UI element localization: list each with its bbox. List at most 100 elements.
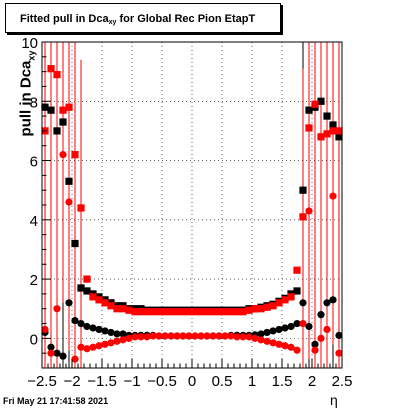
data-point-square (251, 305, 259, 313)
data-point-circle (335, 331, 343, 339)
data-point-square (311, 100, 319, 108)
data-point-circle (65, 299, 73, 307)
data-point-circle (71, 316, 79, 325)
data-point-square (53, 127, 61, 135)
data-point-circle (317, 334, 325, 342)
data-point-square (269, 302, 277, 310)
data-point-circle (101, 340, 109, 348)
data-point-circle (335, 349, 343, 357)
data-point-circle (311, 346, 319, 354)
data-point-square (221, 308, 229, 316)
data-point-circle (221, 332, 229, 340)
data-point-circle (227, 332, 235, 340)
data-point-square (281, 296, 289, 304)
data-point-square (137, 308, 145, 316)
data-point-square (113, 305, 121, 313)
data-point-circle (299, 319, 307, 328)
data-point-circle (137, 333, 145, 341)
data-point-circle (53, 349, 61, 357)
data-point-square (275, 299, 283, 307)
data-point-square (335, 133, 343, 141)
data-point-square (59, 106, 67, 114)
data-point-circle (119, 336, 127, 344)
data-point-circle (95, 325, 103, 334)
data-point-square (173, 308, 181, 316)
data-point-square (203, 308, 211, 316)
data-point-circle (269, 339, 277, 347)
x-tick-label: 2 (308, 373, 316, 390)
x-tick-label: 0.5 (212, 373, 233, 390)
title-rest: for Global Rec Pion EtapT (116, 13, 256, 25)
data-point-circle (89, 324, 97, 332)
data-point-circle (83, 322, 91, 331)
data-point-square (53, 71, 61, 79)
x-tick-label: −2.5 (27, 373, 57, 390)
data-point-circle (293, 319, 301, 328)
y-tick-label: 6 (30, 154, 38, 171)
data-point-square (83, 275, 91, 283)
data-point-square (317, 97, 325, 105)
data-point-square (161, 308, 169, 316)
plot-title: Fitted pull in Dcaxy for Global Rec Pion… (20, 13, 255, 26)
data-point-square (185, 308, 193, 316)
title-main: Fitted pull in Dca (20, 13, 109, 25)
data-point-circle (53, 305, 61, 313)
data-point-square (47, 65, 55, 73)
data-point-square (41, 103, 49, 111)
data-point-square (155, 308, 163, 316)
data-point-circle (179, 332, 187, 340)
data-point-circle (281, 342, 289, 350)
x-tick-label: 1 (248, 373, 256, 390)
data-point-square (107, 302, 115, 310)
data-point-square (323, 112, 331, 120)
data-point-circle (89, 343, 97, 351)
data-point-circle (323, 325, 331, 334)
data-point-square (179, 308, 187, 316)
data-point-circle (131, 333, 139, 341)
data-point-square (191, 308, 199, 316)
grid-lines (42, 42, 342, 368)
data-point-circle (257, 336, 265, 344)
title-box: Fitted pull in Dcaxy for Global Rec Pion… (5, 3, 281, 33)
data-point-square (305, 106, 313, 114)
data-point-circle (293, 346, 301, 354)
data-point-circle (275, 325, 283, 334)
data-point-square (77, 204, 85, 212)
timestamp-footer: Fri May 21 17:41:58 2021 (3, 396, 109, 406)
data-point-square (299, 186, 307, 194)
data-point-circle (143, 333, 151, 341)
y-axis-label: pull in Dcaxy (18, 29, 37, 159)
data-point-circle (191, 332, 199, 340)
data-point-square (293, 287, 301, 295)
data-point-square (149, 308, 157, 316)
data-point-circle (287, 322, 295, 331)
data-point-circle (41, 325, 49, 334)
data-point-circle (275, 340, 283, 348)
data-point-circle (311, 340, 319, 348)
data-point-square (329, 127, 337, 135)
data-point-circle (251, 334, 259, 342)
data-markers (41, 65, 343, 363)
data-point-circle (125, 334, 133, 342)
data-point-square (209, 308, 217, 316)
data-point-square (83, 287, 91, 295)
data-point-square (299, 213, 307, 221)
data-point-circle (263, 337, 271, 345)
x-tick-label: −1 (123, 373, 140, 390)
x-tick-label: 1.5 (272, 373, 293, 390)
data-point-square (119, 305, 127, 313)
data-point-circle (95, 342, 103, 350)
data-point-circle (257, 330, 265, 338)
data-point-square (167, 308, 175, 316)
data-point-circle (287, 343, 295, 351)
data-point-square (257, 305, 265, 313)
data-point-circle (329, 296, 337, 304)
data-point-circle (329, 192, 337, 200)
data-point-circle (77, 343, 85, 351)
data-point-square (287, 293, 295, 301)
data-point-circle (155, 332, 163, 340)
x-tick-label: −2 (63, 373, 80, 390)
data-point-square (131, 308, 139, 316)
data-point-circle (59, 352, 67, 360)
